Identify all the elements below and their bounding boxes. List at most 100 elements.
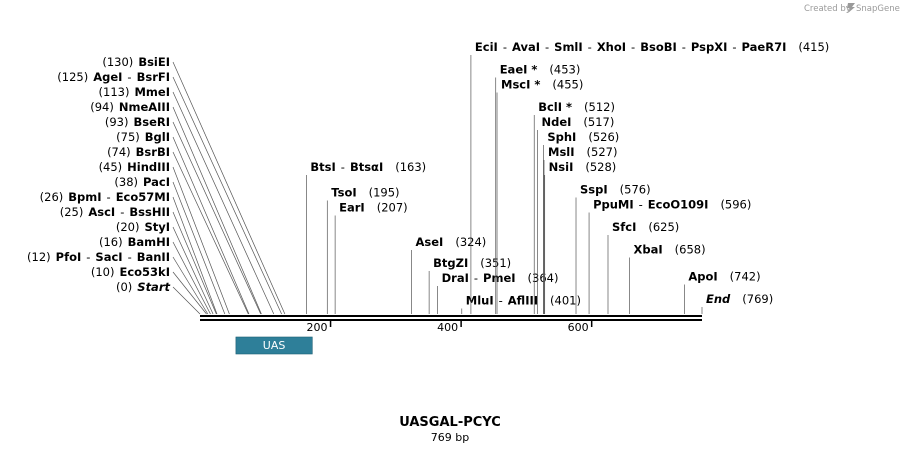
site-agei[interactable]: (125) AgeI - BsrFI <box>57 70 282 315</box>
enzyme-name: PfoI <box>56 250 82 264</box>
site-leader-line <box>172 61 286 315</box>
site-msli[interactable]: MslI (527) <box>543 145 617 314</box>
site-leader-line <box>172 91 275 315</box>
site-bsiei[interactable]: (130) BsiEI <box>102 55 286 315</box>
enzyme-name: MluI <box>466 294 494 308</box>
site-eco53ki[interactable]: (10) Eco53kI <box>91 265 207 315</box>
site-ppumi[interactable]: PpuMI - EcoO109I (596) <box>588 198 751 315</box>
enzyme-name: ApoI <box>688 270 717 284</box>
site-styi[interactable]: (20) StyI <box>116 220 214 315</box>
enzyme-name: XbaI <box>634 243 663 257</box>
enzyme-name: PmeI <box>483 271 516 285</box>
enzyme-name: SfcI <box>612 220 636 234</box>
site-btsi[interactable]: BtsI - BtsαI (163) <box>306 160 426 314</box>
enzyme-name: Start <box>137 280 170 294</box>
site-ecii[interactable]: EciI - AvaI - SmlI - XhoI - BsoBI - PspXI - PaeR7I (4… <box>470 40 829 314</box>
site-drai[interactable]: DraI - PmeI (364) <box>437 271 559 314</box>
site-position: (528) <box>585 160 616 174</box>
site-nmeaiii[interactable]: (94) NmeAIII <box>90 100 262 315</box>
site-hindiii[interactable]: (45) HindIII <box>99 160 230 315</box>
site-position: (455) <box>552 78 583 92</box>
separator: - <box>107 190 111 204</box>
separator: - <box>341 160 345 174</box>
enzyme-name: EaeI * <box>500 63 538 77</box>
site-leader-line <box>172 181 226 315</box>
enzyme-name: TsoI <box>331 186 356 200</box>
enzyme-name: XhoI <box>597 40 626 54</box>
site-position: (576) <box>620 183 651 197</box>
feature-label: UAS <box>263 339 286 352</box>
enzyme-name: SspI <box>580 183 608 197</box>
site-mmei[interactable]: (113) MmeI <box>99 85 275 315</box>
site-position: (207) <box>377 201 408 215</box>
enzyme-name: SmlI <box>554 40 583 54</box>
site-position: (26) <box>40 190 64 204</box>
site-position: (125) <box>57 70 88 84</box>
site-position: (163) <box>395 160 426 174</box>
enzyme-name: NdeI <box>541 115 571 129</box>
site-mlui[interactable]: MluI - AflIII (401) <box>461 294 581 315</box>
site-position: (453) <box>549 63 580 77</box>
site-position: (526) <box>588 130 619 144</box>
site-bamhi[interactable]: (16) BamHI <box>99 235 211 315</box>
enzyme-name: PaeR7I <box>742 40 787 54</box>
site-leader-line <box>172 226 214 315</box>
enzyme-name: BtgZI <box>433 256 468 270</box>
site-tsoi[interactable]: TsoI (195) <box>326 186 400 315</box>
site-end[interactable]: End (769) <box>701 292 773 314</box>
enzyme-name: Eco53kI <box>119 265 170 279</box>
enzyme-name: PspXI <box>691 40 727 54</box>
site-leader-line <box>172 286 201 315</box>
site-bcli[interactable]: BclI * (512) <box>533 100 615 314</box>
site-asci[interactable]: (25) AscI - BssHII <box>60 205 217 315</box>
enzyme-name: MmeI <box>134 85 170 99</box>
site-position: (769) <box>742 292 773 306</box>
enzyme-name: AseI <box>416 235 444 249</box>
site-position: (195) <box>369 186 400 200</box>
site-sfci[interactable]: SfcI (625) <box>607 220 679 314</box>
site-position: (93) <box>105 115 129 129</box>
enzyme-name: BsrBI <box>136 145 170 159</box>
enzyme-name: BanII <box>137 250 170 264</box>
site-position: (45) <box>99 160 123 174</box>
enzyme-name: BsrFI <box>137 70 170 84</box>
site-bseri[interactable]: (93) BseRI <box>105 115 262 315</box>
site-eari[interactable]: EarI (207) <box>334 201 408 315</box>
enzyme-name: BsiEI <box>138 55 170 69</box>
separator: - <box>682 40 686 54</box>
enzyme-name: NmeAIII <box>119 100 170 114</box>
enzyme-name: NsiI <box>549 160 574 174</box>
site-leader-line <box>172 121 262 315</box>
site-eaei[interactable]: EaeI * (453) <box>495 63 581 315</box>
watermark-brand: SnapGene <box>856 4 900 14</box>
watermark-created-by: Created by <box>804 4 851 14</box>
tick-label: 200 <box>307 321 328 334</box>
feature-track: UAS <box>235 336 313 355</box>
site-nsii[interactable]: NsiI (528) <box>544 160 617 314</box>
site-bpmi[interactable]: (26) BpmI - Eco57MI <box>40 190 218 315</box>
site-paci[interactable]: (38) PacI <box>114 175 226 315</box>
site-xbai[interactable]: XbaI (658) <box>629 243 706 315</box>
separator: - <box>499 294 503 308</box>
enzyme-name: BssHII <box>129 205 170 219</box>
enzyme-name: SacI <box>95 250 122 264</box>
enzyme-name: EciI <box>475 40 498 54</box>
snapgene-logo-icon <box>847 3 855 13</box>
enzyme-name: SphI <box>547 130 576 144</box>
site-sspi[interactable]: SspI (576) <box>575 183 651 315</box>
site-msci[interactable]: MscI * (455) <box>496 78 583 315</box>
feature-uas[interactable] <box>235 336 313 355</box>
site-pfoi[interactable]: (12) PfoI - SacI - BanII <box>27 250 209 315</box>
site-start[interactable]: (0) Start <box>116 280 201 315</box>
enzyme-name: BglI <box>145 130 170 144</box>
site-ndei[interactable]: NdeI (517) <box>537 115 614 314</box>
site-bsrbi[interactable]: (74) BsrBI <box>107 145 249 315</box>
restriction-sites: (130) BsiEI(125) AgeI - BsrFI(113) MmeI(94) Nm… <box>27 40 829 315</box>
site-position: (364) <box>528 271 559 285</box>
enzyme-name: End <box>706 292 731 306</box>
enzyme-name: AvaI <box>512 40 540 54</box>
site-bgli[interactable]: (75) BglI <box>116 130 250 315</box>
site-sphi[interactable]: SphI (526) <box>543 130 619 314</box>
site-apoi[interactable]: ApoI (742) <box>684 270 761 315</box>
